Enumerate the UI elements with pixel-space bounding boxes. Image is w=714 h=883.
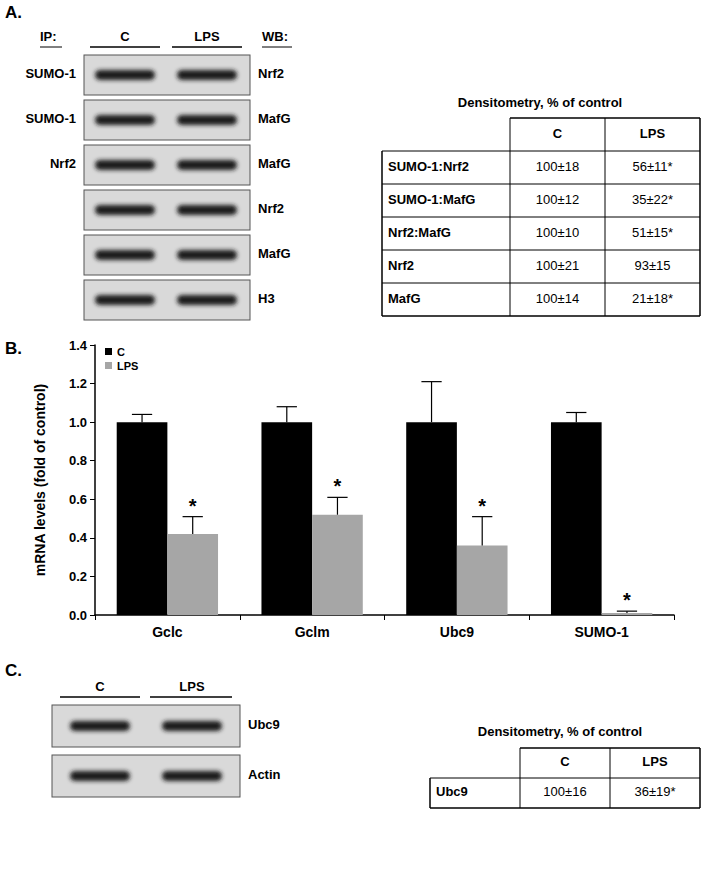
svg-text:100±16: 100±16 <box>543 784 586 799</box>
svg-text:SUMO-1:Nrf2: SUMO-1:Nrf2 <box>388 159 469 174</box>
svg-text:A.: A. <box>5 3 22 22</box>
svg-text:*: * <box>189 495 197 517</box>
svg-text:MafG: MafG <box>258 111 291 126</box>
svg-text:35±22*: 35±22* <box>632 192 673 207</box>
svg-text:1.0: 1.0 <box>69 415 87 430</box>
svg-text:51±15*: 51±15* <box>632 225 673 240</box>
svg-text:100±10: 100±10 <box>536 225 579 240</box>
svg-text:LPS: LPS <box>642 754 668 769</box>
svg-text:100±18: 100±18 <box>536 159 579 174</box>
svg-text:21±18*: 21±18* <box>632 291 673 306</box>
svg-text:Nrf2: Nrf2 <box>258 201 284 216</box>
svg-text:0.8: 0.8 <box>69 453 87 468</box>
svg-text:100±12: 100±12 <box>536 192 579 207</box>
svg-text:C: C <box>95 679 105 694</box>
svg-text:0.0: 0.0 <box>69 608 87 623</box>
svg-text:93±15: 93±15 <box>634 258 670 273</box>
svg-text:C: C <box>560 754 570 769</box>
svg-text:C: C <box>117 346 125 358</box>
svg-text:0.4: 0.4 <box>69 530 88 545</box>
svg-text:WB:: WB: <box>262 29 288 44</box>
svg-text:mRNA levels (fold of control): mRNA levels (fold of control) <box>32 384 48 576</box>
svg-text:Nrf2: Nrf2 <box>258 66 284 81</box>
svg-text:Actin: Actin <box>248 767 281 782</box>
svg-text:Nrf2:MafG: Nrf2:MafG <box>388 225 451 240</box>
svg-text:MafG: MafG <box>258 246 291 261</box>
svg-text:0.2: 0.2 <box>69 569 87 584</box>
svg-text:IP:: IP: <box>40 29 57 44</box>
svg-text:Gclc: Gclc <box>152 624 183 640</box>
svg-text:Gclm: Gclm <box>295 624 330 640</box>
svg-text:LPS: LPS <box>194 29 220 44</box>
svg-text:C: C <box>553 126 563 141</box>
svg-text:Ubc9: Ubc9 <box>436 784 468 799</box>
svg-text:C: C <box>120 29 130 44</box>
svg-text:LPS: LPS <box>640 126 666 141</box>
svg-text:Densitometry, % of control: Densitometry, % of control <box>458 95 622 110</box>
svg-text:*: * <box>334 475 342 497</box>
svg-text:C.: C. <box>5 661 22 680</box>
svg-text:Ubc9: Ubc9 <box>440 624 474 640</box>
svg-text:1.4: 1.4 <box>69 338 88 353</box>
svg-text:B.: B. <box>5 339 22 358</box>
svg-text:LPS: LPS <box>117 360 138 372</box>
svg-text:Nrf2: Nrf2 <box>50 156 76 171</box>
svg-text:Densitometry, % of control: Densitometry, % of control <box>478 724 642 739</box>
svg-text:*: * <box>623 589 631 611</box>
svg-text:MafG: MafG <box>388 291 421 306</box>
svg-text:LPS: LPS <box>179 679 205 694</box>
svg-text:1.2: 1.2 <box>69 376 87 391</box>
svg-text:Ubc9: Ubc9 <box>248 717 280 732</box>
svg-text:*: * <box>478 495 486 517</box>
svg-text:MafG: MafG <box>258 156 291 171</box>
svg-text:Nrf2: Nrf2 <box>388 258 414 273</box>
svg-text:SUMO-1:MafG: SUMO-1:MafG <box>388 192 475 207</box>
svg-text:SUMO-1: SUMO-1 <box>25 66 76 81</box>
svg-text:100±14: 100±14 <box>536 291 579 306</box>
svg-text:100±21: 100±21 <box>536 258 579 273</box>
svg-text:0.6: 0.6 <box>69 492 87 507</box>
svg-text:36±19*: 36±19* <box>634 784 675 799</box>
svg-text:H3: H3 <box>258 291 275 306</box>
svg-text:56±11*: 56±11* <box>632 159 672 174</box>
svg-text:SUMO-1: SUMO-1 <box>574 624 629 640</box>
svg-text:SUMO-1: SUMO-1 <box>25 111 76 126</box>
